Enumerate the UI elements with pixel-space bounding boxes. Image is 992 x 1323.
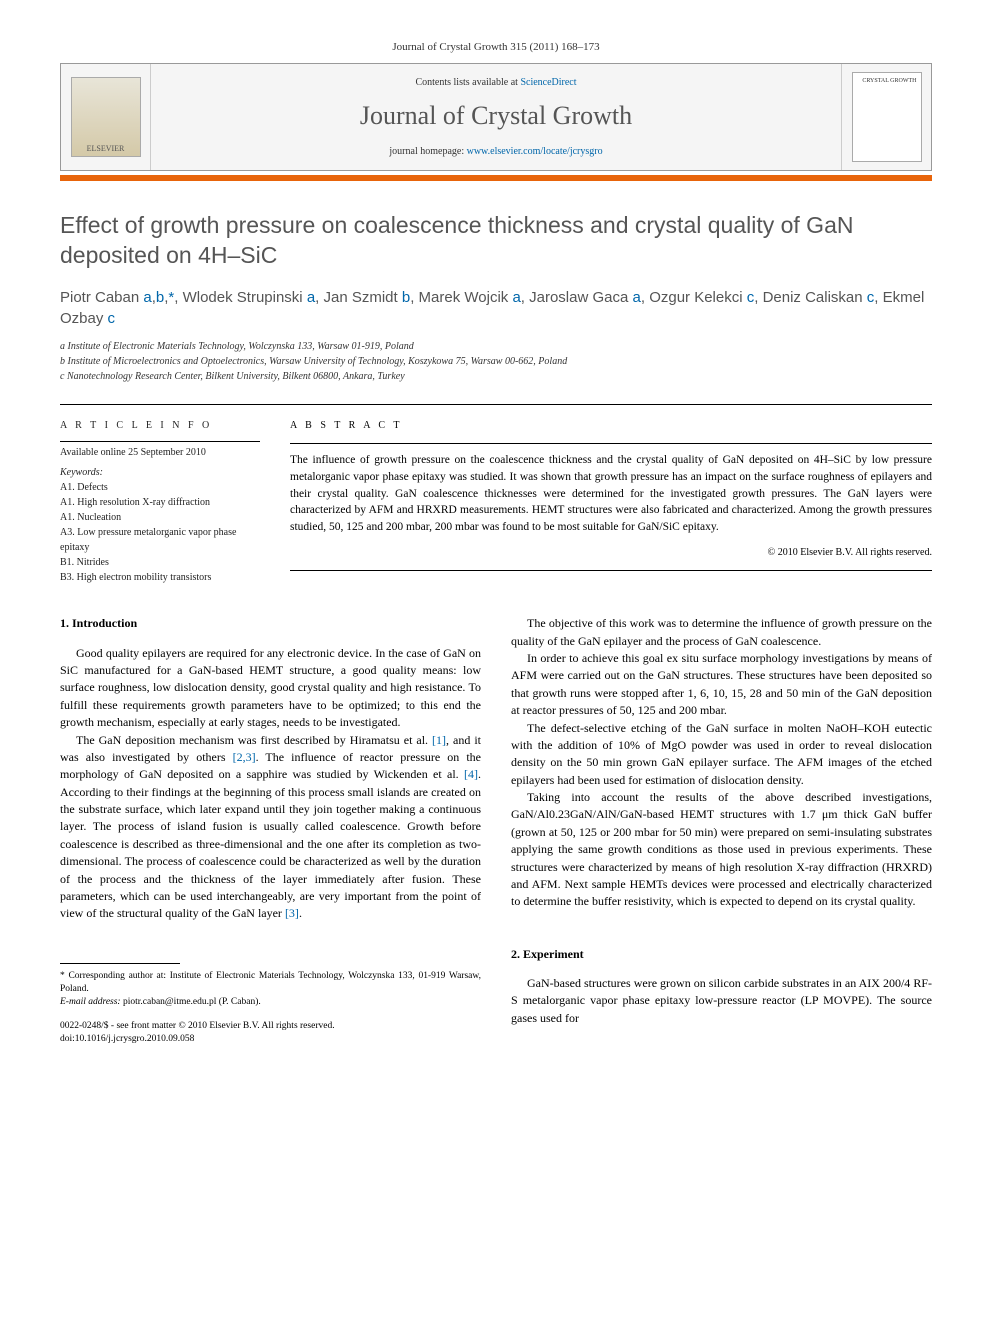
authors-list: Piotr Caban a,b,*, Wlodek Strupinski a, …	[60, 287, 932, 329]
footnote-text: * Corresponding author at: Institute of …	[60, 970, 481, 997]
citation-link[interactable]: [1]	[432, 733, 446, 747]
keyword-item: A3. Low pressure metalorganic vapor phas…	[60, 525, 260, 555]
body-paragraph: The objective of this work was to determ…	[511, 615, 932, 650]
body-text: .	[299, 906, 302, 920]
accent-bar	[60, 175, 932, 181]
corresponding-author-footnote: * Corresponding author at: Institute of …	[60, 970, 481, 1010]
body-paragraph: Good quality epilayers are required for …	[60, 645, 481, 732]
email-label: E-mail address:	[60, 997, 121, 1007]
elsevier-logo-text: ELSEVIER	[87, 143, 125, 154]
body-text: . According to their findings at the beg…	[60, 767, 481, 920]
body-column-left: 1. Introduction Good quality epilayers a…	[60, 615, 481, 1046]
section-2-heading: 2. Experiment	[511, 946, 932, 963]
article-title: Effect of growth pressure on coalescence…	[60, 211, 932, 271]
body-text: The GaN deposition mechanism was first d…	[76, 733, 432, 747]
journal-header-box: ELSEVIER Contents lists available at Sci…	[60, 63, 932, 171]
affiliation-item: a Institute of Electronic Materials Tech…	[60, 339, 932, 354]
keyword-item: A1. High resolution X-ray diffraction	[60, 495, 260, 510]
publisher-logo-area: ELSEVIER	[61, 64, 151, 170]
doi-block: 0022-0248/$ - see front matter © 2010 El…	[60, 1020, 481, 1047]
email-address: piotr.caban@itme.edu.pl (P. Caban).	[123, 997, 261, 1007]
keywords-label: Keywords:	[60, 466, 260, 480]
contents-prefix: Contents lists available at	[415, 77, 520, 88]
issn-line: 0022-0248/$ - see front matter © 2010 El…	[60, 1020, 481, 1033]
body-paragraph: In order to achieve this goal ex situ su…	[511, 650, 932, 720]
journal-title: Journal of Crystal Growth	[360, 98, 632, 134]
citation-link[interactable]: [2,3]	[233, 750, 256, 764]
abstract-text: The influence of growth pressure on the …	[290, 443, 932, 535]
affiliation-item: c Nanotechnology Research Center, Bilken…	[60, 369, 932, 384]
header-citation: Journal of Crystal Growth 315 (2011) 168…	[60, 40, 932, 55]
abstract-panel: A B S T R A C T The influence of growth …	[290, 419, 932, 585]
footnote-separator	[60, 963, 180, 964]
homepage-line: journal homepage: www.elsevier.com/locat…	[389, 145, 602, 159]
sciencedirect-link[interactable]: ScienceDirect	[520, 77, 576, 88]
journal-cover-area: CRYSTAL GROWTH	[841, 64, 931, 170]
body-paragraph: Taking into account the results of the a…	[511, 789, 932, 911]
affiliations-block: a Institute of Electronic Materials Tech…	[60, 339, 932, 384]
abstract-heading: A B S T R A C T	[290, 419, 932, 433]
elsevier-logo: ELSEVIER	[71, 77, 141, 157]
citation-link[interactable]: [3]	[285, 906, 299, 920]
article-info-panel: A R T I C L E I N F O Available online 2…	[60, 419, 260, 585]
citation-link[interactable]: [4]	[464, 767, 478, 781]
body-paragraph: The defect-selective etching of the GaN …	[511, 720, 932, 790]
abstract-copyright: © 2010 Elsevier B.V. All rights reserved…	[290, 546, 932, 571]
contents-line: Contents lists available at ScienceDirec…	[415, 76, 576, 90]
body-paragraph: The GaN deposition mechanism was first d…	[60, 732, 481, 923]
article-info-heading: A R T I C L E I N F O	[60, 419, 260, 433]
header-center: Contents lists available at ScienceDirec…	[151, 64, 841, 170]
body-column-right: The objective of this work was to determ…	[511, 615, 932, 1046]
doi-line: doi:10.1016/j.jcrysgro.2010.09.058	[60, 1033, 481, 1046]
available-online: Available online 25 September 2010	[60, 441, 260, 460]
affiliation-item: b Institute of Microelectronics and Opto…	[60, 354, 932, 369]
body-paragraph: GaN-based structures were grown on silic…	[511, 975, 932, 1027]
homepage-prefix: journal homepage:	[389, 146, 466, 157]
section-1-heading: 1. Introduction	[60, 615, 481, 632]
journal-cover-text: CRYSTAL GROWTH	[862, 78, 916, 84]
keyword-item: A1. Nucleation	[60, 510, 260, 525]
keyword-item: B1. Nitrides	[60, 555, 260, 570]
journal-cover-thumbnail: CRYSTAL GROWTH	[852, 72, 922, 162]
homepage-link[interactable]: www.elsevier.com/locate/jcrysgro	[467, 146, 603, 157]
keyword-item: B3. High electron mobility transistors	[60, 570, 260, 585]
keyword-item: A1. Defects	[60, 480, 260, 495]
